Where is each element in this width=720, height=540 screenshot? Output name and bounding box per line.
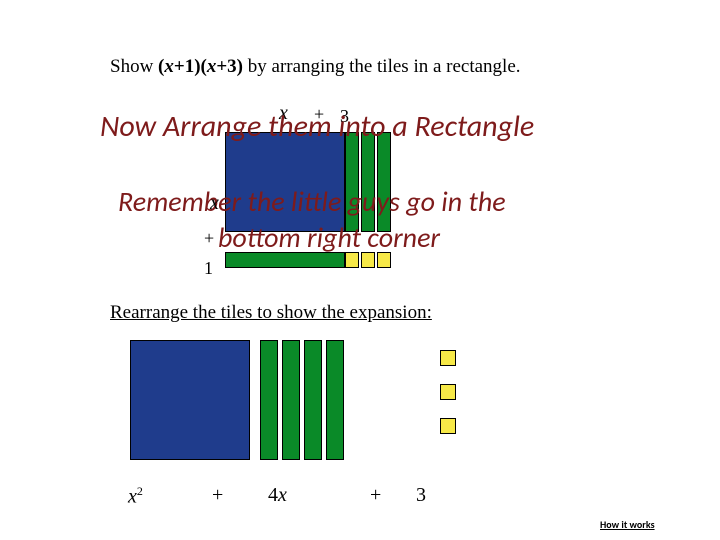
side-label-plus: +	[204, 228, 214, 249]
exp-term-x2: x2	[128, 484, 143, 509]
side-label-one: 1	[204, 258, 213, 279]
side-label-x: x	[210, 192, 219, 215]
tile	[304, 340, 322, 460]
tile	[440, 384, 456, 400]
overlay-line-1: Now Arrange them into a Rectangle	[100, 108, 534, 145]
tile	[326, 340, 344, 460]
exp-term-3: 3	[416, 484, 426, 507]
exp-plus-1: +	[212, 484, 223, 507]
exp-plus-2: +	[370, 484, 381, 507]
tile	[440, 418, 456, 434]
exp-term-4x: 4x	[268, 484, 287, 507]
tile	[260, 340, 278, 460]
rearrange-heading: Rearrange the tiles to show the expansio…	[110, 302, 432, 324]
tile	[440, 350, 456, 366]
how-it-works-link[interactable]: How it works	[600, 518, 655, 531]
tile	[282, 340, 300, 460]
overlay-line-2: Remember the little guys go in the	[118, 184, 506, 219]
tile	[130, 340, 250, 460]
overlay-line-3: bottom right corner	[218, 220, 440, 255]
header-line: Show (x+1)(x+3) by arranging the tiles i…	[110, 56, 521, 78]
